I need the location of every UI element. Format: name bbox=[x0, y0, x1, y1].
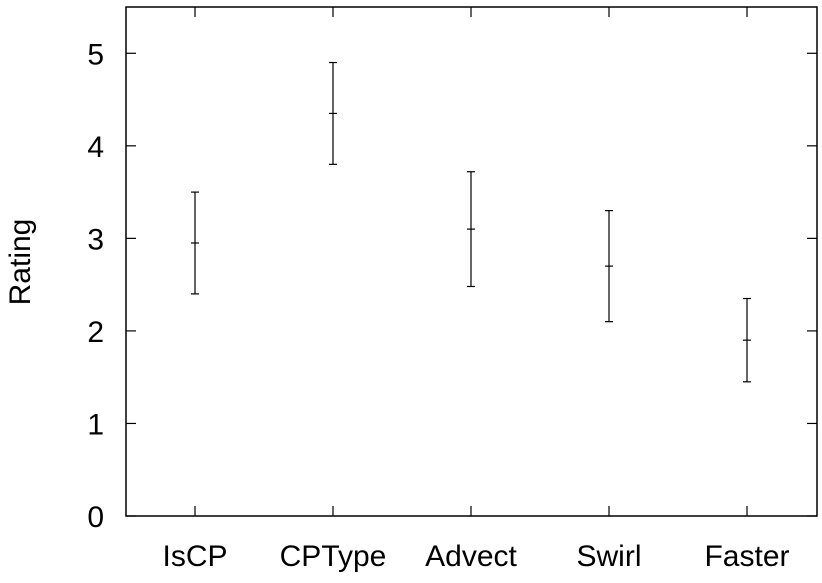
y-axis-label: Rating bbox=[4, 219, 37, 306]
x-tick-label-1: CPType bbox=[280, 540, 387, 573]
y-tick-label-2: 2 bbox=[87, 316, 104, 349]
x-axis: IsCP CPType Advect Swirl Faster bbox=[162, 7, 790, 573]
error-bars bbox=[191, 61, 751, 383]
error-bar-faster bbox=[743, 297, 751, 383]
y-axis: 0 1 2 3 4 5 bbox=[87, 38, 817, 534]
error-bar-iscp bbox=[191, 191, 199, 295]
y-tick-label-0: 0 bbox=[87, 501, 104, 534]
y-tick-label-1: 1 bbox=[87, 408, 104, 441]
error-bar-advect bbox=[467, 171, 475, 288]
error-bar-cptype bbox=[329, 61, 337, 165]
y-tick-label-5: 5 bbox=[87, 38, 104, 71]
x-tick-label-0: IsCP bbox=[162, 540, 227, 573]
x-tick-label-4: Faster bbox=[704, 540, 789, 573]
y-tick-label-4: 4 bbox=[87, 131, 104, 164]
x-tick-label-3: Swirl bbox=[577, 540, 642, 573]
error-bar-swirl bbox=[605, 210, 613, 323]
y-tick-label-3: 3 bbox=[87, 223, 104, 256]
x-tick-label-2: Advect bbox=[425, 540, 517, 573]
